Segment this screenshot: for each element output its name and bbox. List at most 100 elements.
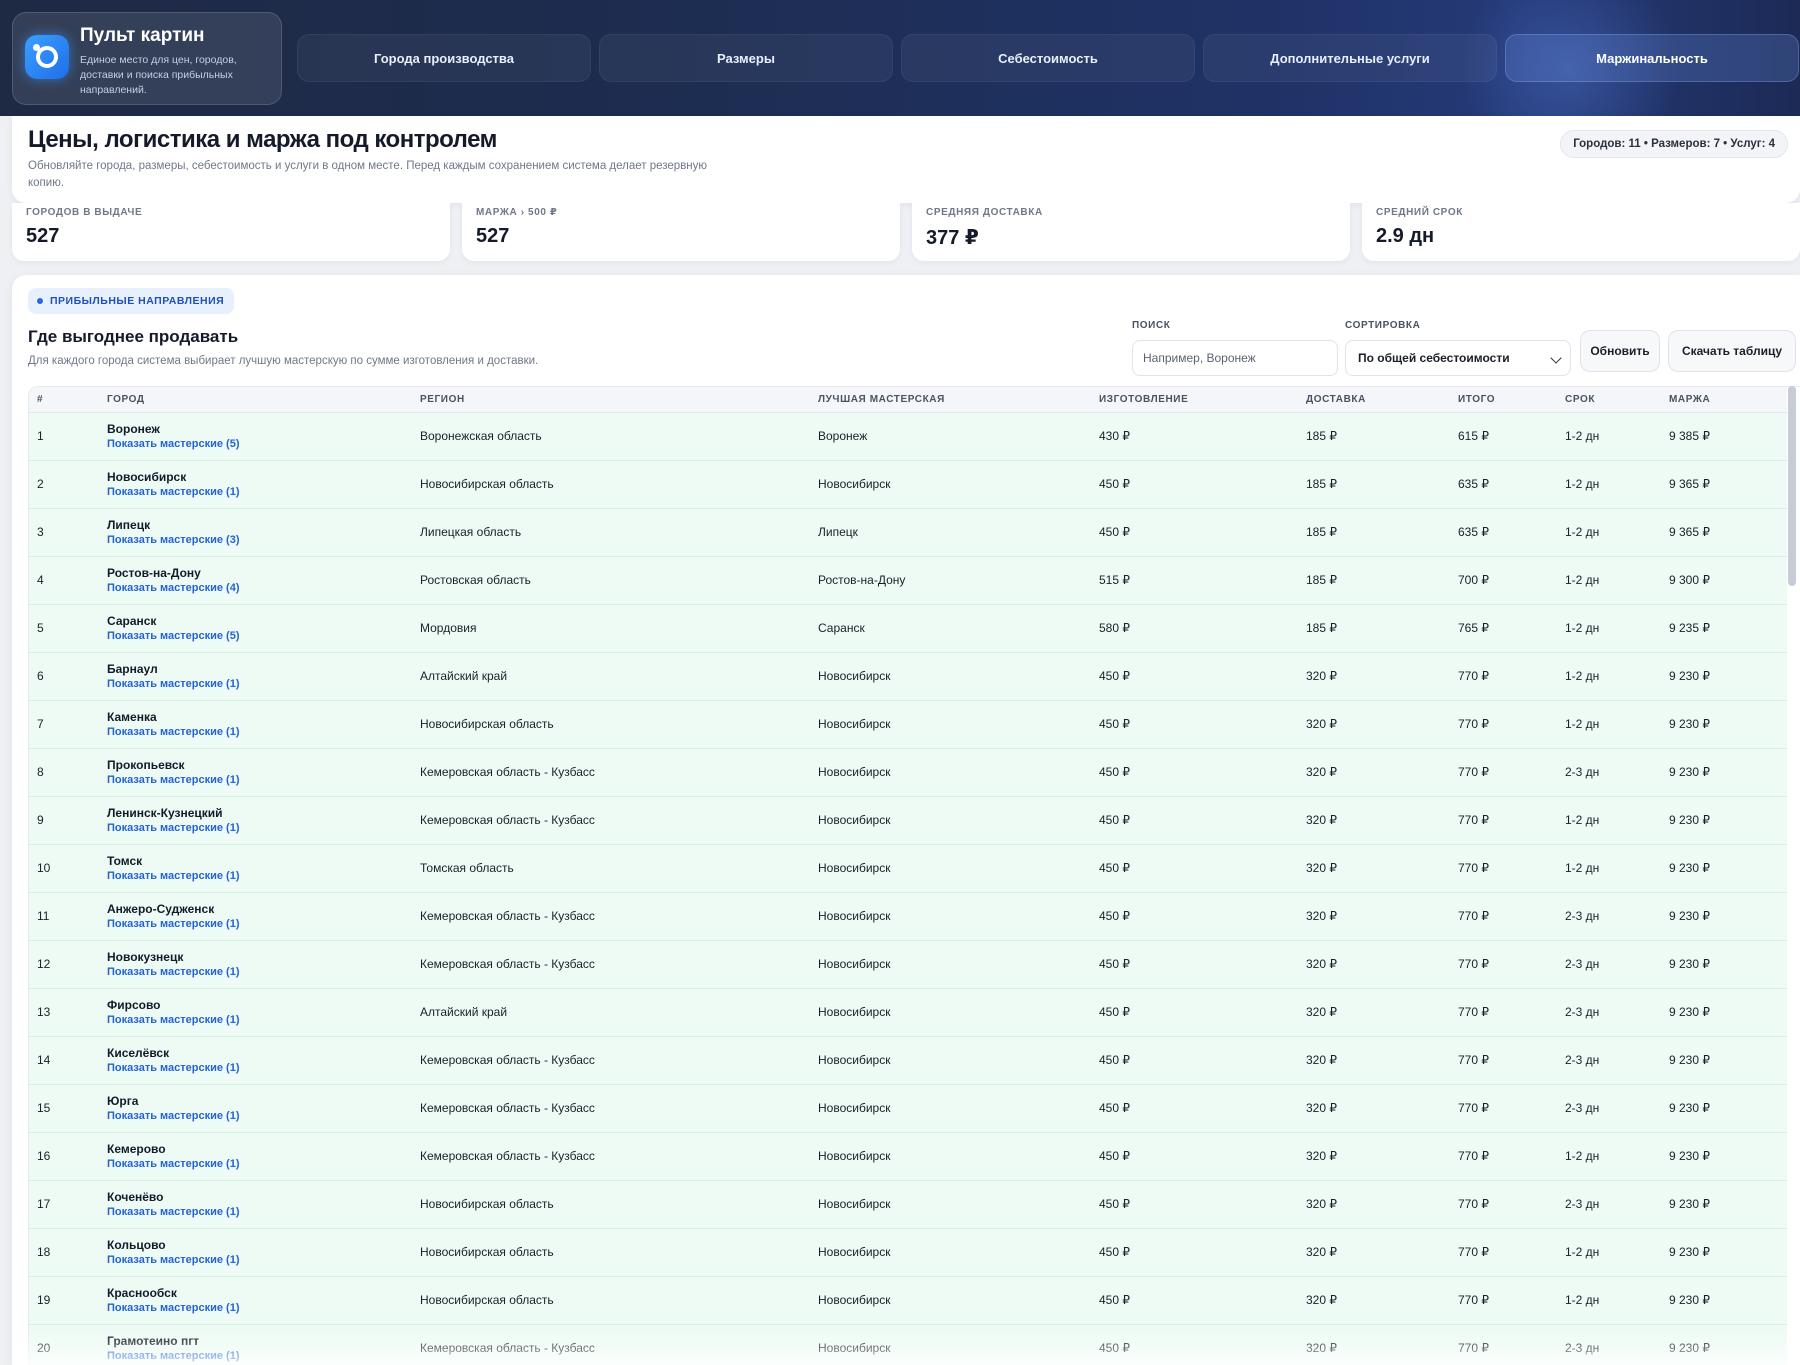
stats-row: ГОРОДОВ В ВЫДАЧЕ 527 МАРЖА › 500 ₽ 527 С…: [12, 203, 1800, 261]
manufacturing-cell: 450 ₽: [1091, 1324, 1298, 1365]
city-cell: Ростов-на-Дону Показать мастерские (4): [99, 556, 412, 605]
col-margin[interactable]: МАРЖА: [1661, 387, 1787, 413]
show-workshops-link[interactable]: Показать мастерские (3): [107, 533, 240, 546]
region-cell: Кемеровская область - Кузбасс: [412, 892, 810, 941]
row-number: 14: [29, 1036, 99, 1085]
margin-cell: 9 230 ₽: [1661, 1324, 1787, 1365]
show-workshops-link[interactable]: Показать мастерские (1): [107, 1109, 240, 1122]
table-row[interactable]: 6 Барнаул Показать мастерские (1) Алтайский…: [29, 652, 1787, 701]
show-workshops-link[interactable]: Показать мастерские (1): [107, 1157, 240, 1170]
tab-production-cities[interactable]: Города производства: [297, 34, 591, 82]
term-cell: 2-3 дн: [1557, 748, 1661, 797]
term-cell: 2-3 дн: [1557, 1036, 1661, 1085]
download-table-button[interactable]: Скачать таблицу: [1668, 330, 1796, 372]
col-region[interactable]: РЕГИОН: [412, 387, 810, 413]
table-row[interactable]: 15 Юрга Показать мастерские (1) Кемеровская…: [29, 1084, 1787, 1133]
main-nav: Города производства Размеры Себестоимост…: [297, 34, 1800, 82]
region-cell: Кемеровская область - Кузбасс: [412, 1132, 810, 1181]
show-workshops-link[interactable]: Показать мастерские (1): [107, 917, 240, 930]
table-row[interactable]: 8 Прокопьевск Показать мастерские (1) Кемер…: [29, 748, 1787, 797]
region-cell: Ростовская область: [412, 556, 810, 605]
show-workshops-link[interactable]: Показать мастерские (1): [107, 1205, 240, 1218]
city-name: Анжеро-Судженск: [107, 901, 215, 916]
manufacturing-cell: 450 ₽: [1091, 1036, 1298, 1085]
tab-extra-services[interactable]: Дополнительные услуги: [1203, 34, 1497, 82]
show-workshops-link[interactable]: Показать мастерские (1): [107, 965, 240, 978]
city-name: Кольцово: [107, 1237, 166, 1252]
city-cell: Новокузнецк Показать мастерские (1): [99, 940, 412, 989]
row-number: 1: [29, 412, 99, 461]
refresh-button[interactable]: Обновить: [1580, 330, 1660, 372]
manufacturing-cell: 450 ₽: [1091, 844, 1298, 893]
row-number: 17: [29, 1180, 99, 1229]
col-manufacturing[interactable]: ИЗГОТОВЛЕНИЕ: [1091, 387, 1298, 413]
tab-cost[interactable]: Себестоимость: [901, 34, 1195, 82]
show-workshops-link[interactable]: Показать мастерские (1): [107, 1301, 240, 1314]
term-cell: 1-2 дн: [1557, 508, 1661, 557]
table-row[interactable]: 11 Анжеро-Судженск Показать мастерские (1)…: [29, 892, 1787, 941]
city-cell: Ленинск-Кузнецкий Показать мастерские (1): [99, 796, 412, 845]
show-workshops-link[interactable]: Показать мастерские (1): [107, 1061, 240, 1074]
scrollbar-thumb[interactable]: [1788, 386, 1796, 586]
workshop-cell: Новосибирск: [810, 748, 1091, 797]
table-scrollbar[interactable]: [1788, 386, 1796, 1365]
table-row[interactable]: 14 Киселёвск Показать мастерские (1) Кемеро…: [29, 1036, 1787, 1085]
show-workshops-link[interactable]: Показать мастерские (1): [107, 485, 240, 498]
city-cell: Новосибирск Показать мастерские (1): [99, 460, 412, 509]
tab-margin[interactable]: Маржинальность: [1505, 34, 1799, 82]
show-workshops-link[interactable]: Показать мастерские (1): [107, 677, 240, 690]
table-row[interactable]: 10 Томск Показать мастерские (1) Томская об…: [29, 844, 1787, 893]
show-workshops-link[interactable]: Показать мастерские (1): [107, 1013, 240, 1026]
show-workshops-link[interactable]: Показать мастерские (1): [107, 773, 240, 786]
manufacturing-cell: 450 ₽: [1091, 1132, 1298, 1181]
show-workshops-link[interactable]: Показать мастерские (1): [107, 869, 240, 882]
table-row[interactable]: 2 Новосибирск Показать мастерские (1) Новос…: [29, 460, 1787, 509]
show-workshops-link[interactable]: Показать мастерские (1): [107, 1253, 240, 1266]
region-cell: Алтайский край: [412, 652, 810, 701]
show-workshops-link[interactable]: Показать мастерские (4): [107, 581, 240, 594]
table-row[interactable]: 16 Кемерово Показать мастерские (1) Кемеров…: [29, 1132, 1787, 1181]
col-delivery[interactable]: ДОСТАВКА: [1298, 387, 1450, 413]
show-workshops-link[interactable]: Показать мастерские (1): [107, 725, 240, 738]
table-row[interactable]: 1 Воронеж Показать мастерские (5) Воронежск…: [29, 412, 1787, 461]
show-workshops-link[interactable]: Показать мастерские (5): [107, 437, 240, 450]
total-cell: 770 ₽: [1450, 700, 1557, 749]
page-subtitle: Обновляйте города, размеры, себестоимост…: [28, 160, 708, 189]
delivery-cell: 320 ₽: [1298, 988, 1450, 1037]
col-number[interactable]: #: [29, 387, 99, 413]
manufacturing-cell: 430 ₽: [1091, 412, 1298, 461]
total-cell: 615 ₽: [1450, 412, 1557, 461]
margin-cell: 9 230 ₽: [1661, 1228, 1787, 1277]
table-row[interactable]: 9 Ленинск-Кузнецкий Показать мастерские (1…: [29, 796, 1787, 845]
region-cell: Воронежская область: [412, 412, 810, 461]
search-input[interactable]: [1132, 340, 1338, 376]
city-cell: Коченёво Показать мастерские (1): [99, 1180, 412, 1229]
show-workshops-link[interactable]: Показать мастерские (5): [107, 629, 240, 642]
table-row[interactable]: 7 Каменка Показать мастерские (1) Новосибир…: [29, 700, 1787, 749]
table-row[interactable]: 5 Саранск Показать мастерские (5) Мордовия С…: [29, 604, 1787, 653]
manufacturing-cell: 450 ₽: [1091, 460, 1298, 509]
tab-sizes[interactable]: Размеры: [599, 34, 893, 82]
total-cell: 770 ₽: [1450, 988, 1557, 1037]
delivery-cell: 320 ₽: [1298, 652, 1450, 701]
col-total[interactable]: ИТОГО: [1450, 387, 1557, 413]
table-row[interactable]: 20 Грамотеино пгт Показать мастерские (1) К…: [29, 1324, 1787, 1365]
stat-value: 527: [476, 225, 510, 247]
col-best-workshop[interactable]: ЛУЧШАЯ МАСТЕРСКАЯ: [810, 387, 1091, 413]
term-cell: 2-3 дн: [1557, 1324, 1661, 1365]
table-row[interactable]: 18 Кольцово Показать мастерские (1) Новосиб…: [29, 1228, 1787, 1277]
total-cell: 635 ₽: [1450, 460, 1557, 509]
show-workshops-link[interactable]: Показать мастерские (1): [107, 821, 240, 834]
col-term[interactable]: СРОК: [1557, 387, 1661, 413]
table-row[interactable]: 13 Фирсово Показать мастерские (1) Алтайски…: [29, 988, 1787, 1037]
col-city[interactable]: ГОРОД: [99, 387, 412, 413]
show-workshops-link[interactable]: Показать мастерские (1): [107, 1349, 240, 1362]
sort-select[interactable]: По общей себестоимости: [1345, 340, 1571, 376]
table-row[interactable]: 19 Краснообск Показать мастерские (1) Новос…: [29, 1276, 1787, 1325]
table-row[interactable]: 12 Новокузнецк Показать мастерские (1) Кеме…: [29, 940, 1787, 989]
table-row[interactable]: 17 Коченёво Показать мастерские (1) Новосиб…: [29, 1180, 1787, 1229]
region-cell: Новосибирская область: [412, 1228, 810, 1277]
table-row[interactable]: 3 Липецк Показать мастерские (3) Липецкая о…: [29, 508, 1787, 557]
city-name: Барнаул: [107, 661, 158, 676]
table-row[interactable]: 4 Ростов-на-Дону Показать мастерские (4) Ро…: [29, 556, 1787, 605]
